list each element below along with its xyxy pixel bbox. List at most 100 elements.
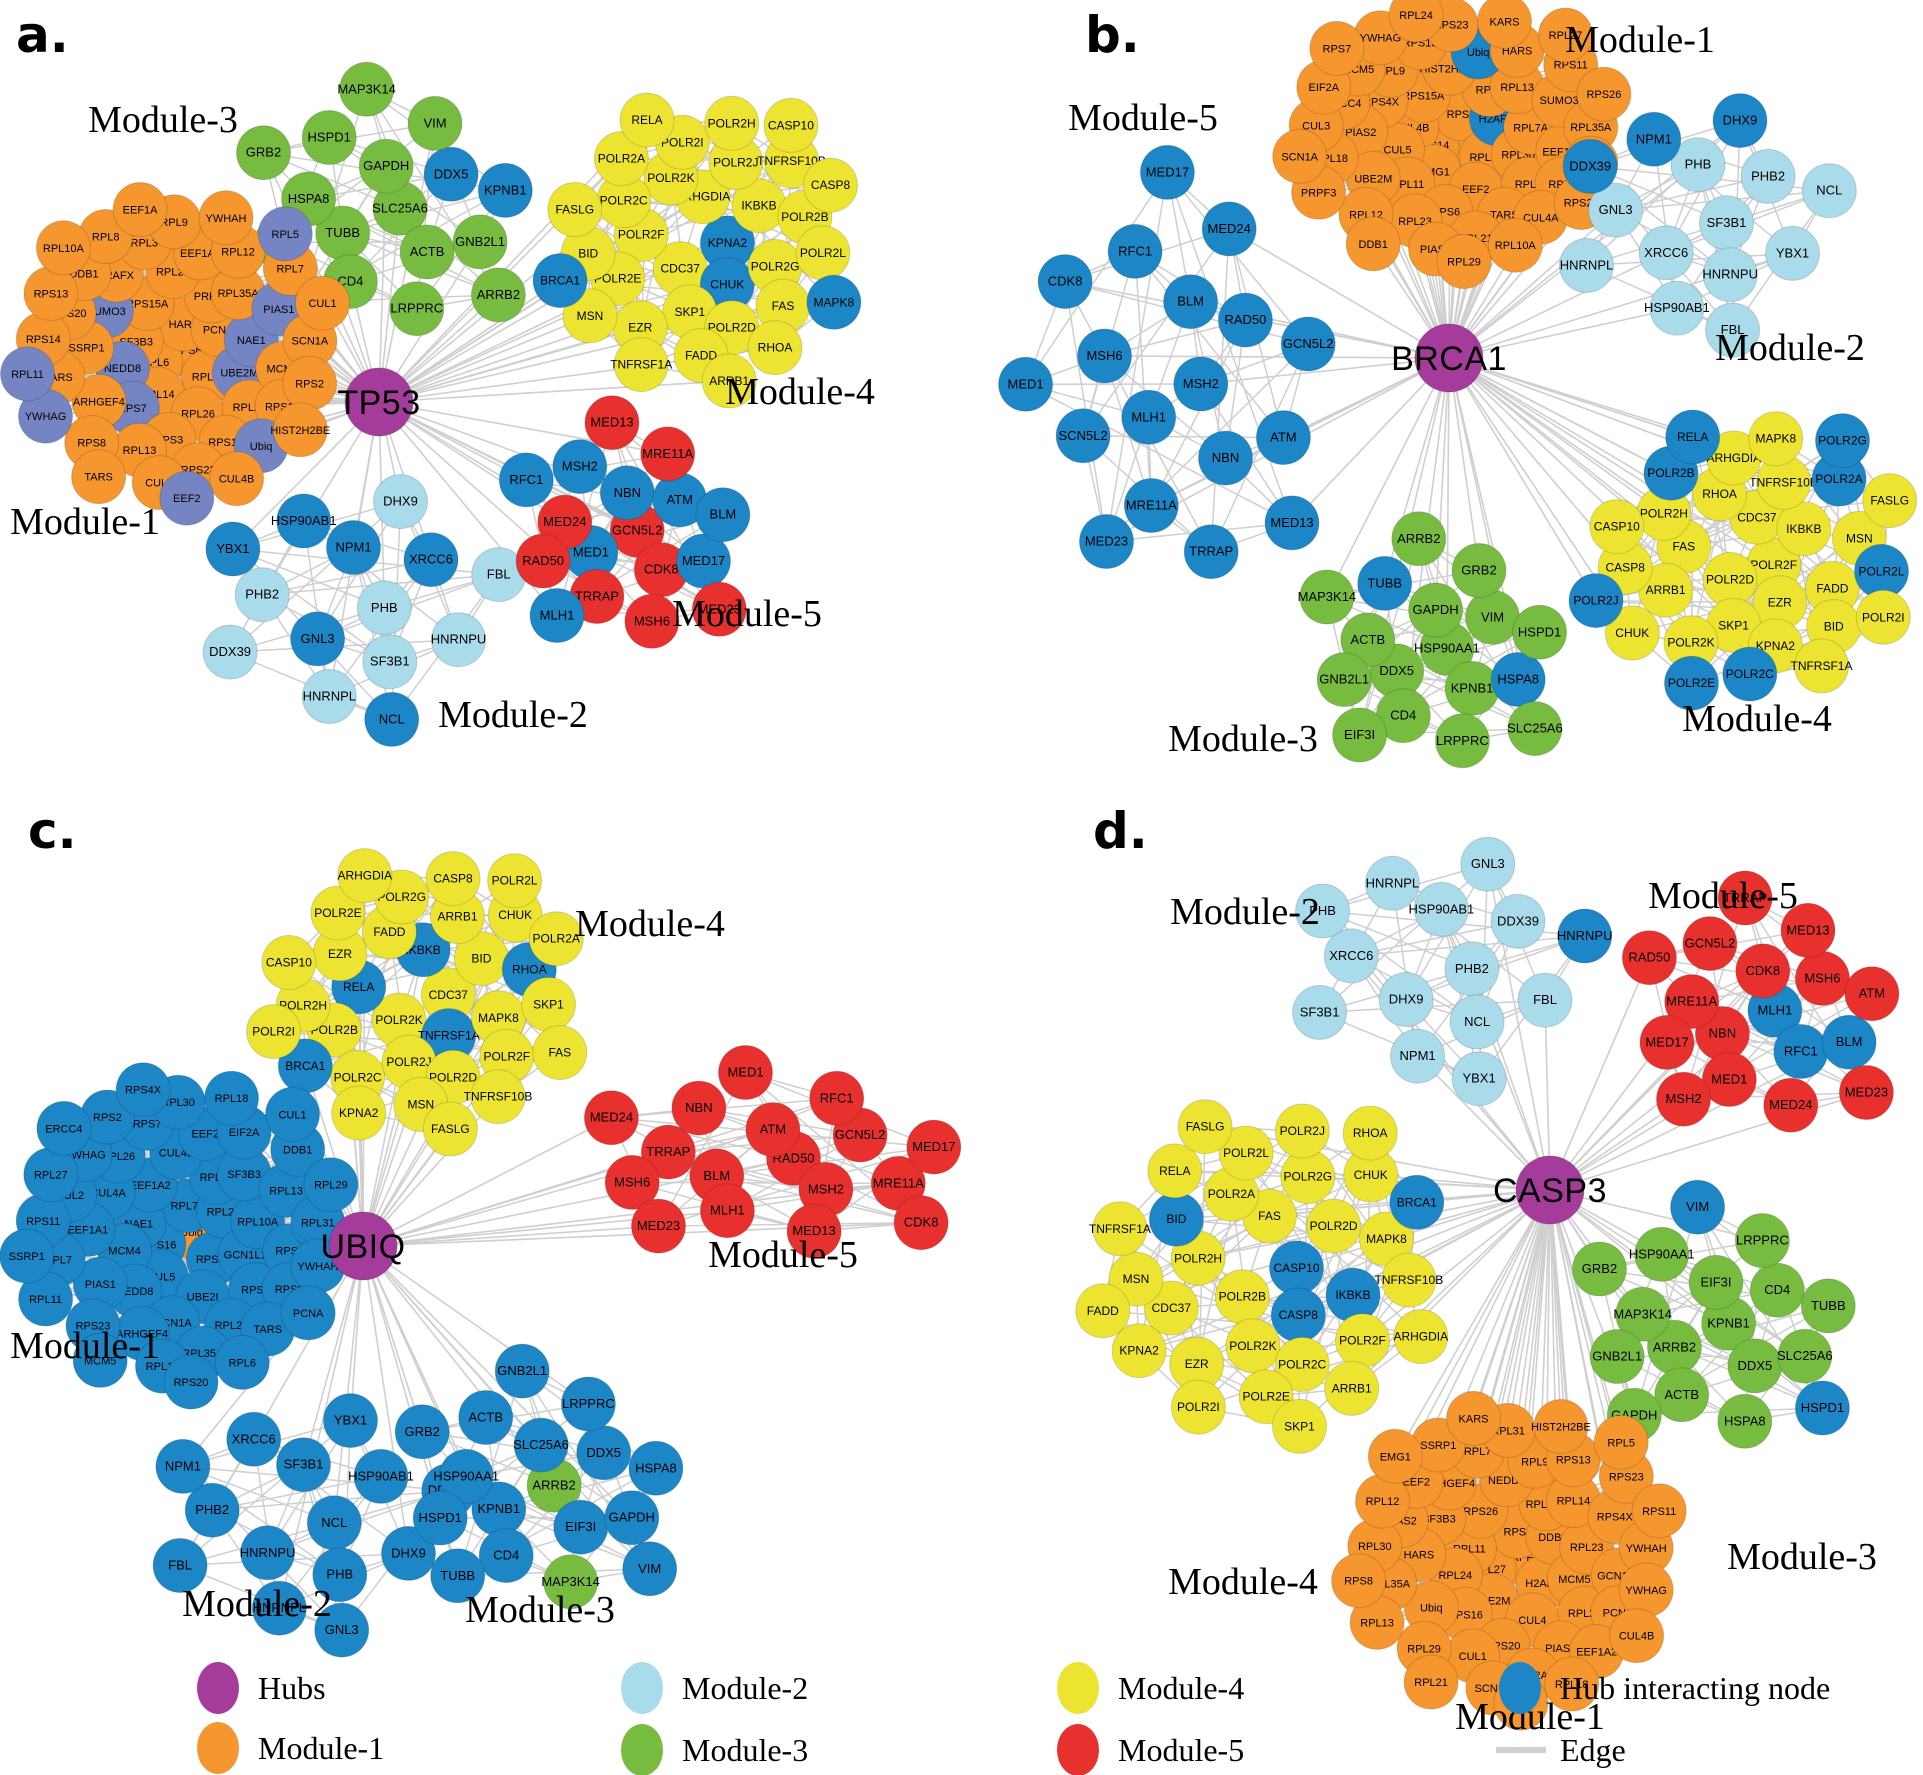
node-HNRNPL (1364, 855, 1420, 911)
legend-label: Module-4 (1118, 1670, 1244, 1706)
node-KPNB1 (1444, 660, 1500, 716)
node-RFC1 (498, 452, 554, 508)
node-POLR2C (1274, 1336, 1330, 1392)
edge (302, 1464, 343, 1631)
node-NPM1 (1626, 111, 1682, 167)
module-label: Module-4 (575, 903, 725, 945)
edge (1083, 435, 1284, 439)
node-RHOA (747, 320, 803, 376)
node-HNRNPL (1559, 238, 1614, 293)
node-MED1 (718, 1045, 773, 1100)
node-CUL1 (265, 1086, 320, 1142)
node-POLR2A (528, 911, 584, 967)
node-ATM (1255, 410, 1311, 466)
module-label: Module-3 (88, 99, 238, 141)
label-layer: Module-2 Module-5Module-4Module-3Module-1… (1093, 802, 1877, 1738)
legend-label: Module-3 (682, 1732, 808, 1768)
node-VIM (1670, 1179, 1726, 1235)
node-MSH6 (604, 1154, 660, 1210)
node-DDX39 (1490, 893, 1546, 949)
hub-edge (1448, 357, 1693, 438)
node-HSP90AB1 (1413, 881, 1469, 937)
legend-swatch-interacting (1499, 1662, 1541, 1714)
hub-edge (1507, 1189, 1551, 1431)
node-HSPD1 (412, 1490, 468, 1546)
node-RPL24 (1388, 0, 1444, 43)
node-DHX9 (1378, 972, 1434, 1027)
node-VIM (407, 95, 463, 151)
node-MAPK8 (806, 274, 862, 330)
node-HSPA8 (1490, 652, 1546, 707)
node-GNB2L1 (452, 214, 508, 270)
node-RPS2 (282, 355, 338, 411)
node-XRCC6 (403, 532, 459, 588)
module-label: Module-3 (1727, 1536, 1877, 1578)
node-NBN (671, 1080, 727, 1136)
hub-edge (1448, 307, 1678, 359)
node-POLR2K (1225, 1318, 1281, 1374)
edge (1319, 999, 1546, 1014)
legend-swatch-hub (197, 1662, 239, 1714)
module-label: Module-5 (672, 593, 822, 635)
node-CD4 (1749, 1262, 1805, 1318)
node-LRPPRC (389, 281, 445, 337)
node-DHX9 (373, 474, 428, 530)
node-FBL (152, 1538, 208, 1593)
node-BLM (695, 487, 751, 543)
edge (1134, 250, 1284, 439)
node-RPS20 (163, 1354, 219, 1410)
node-RPL27 (23, 1147, 79, 1203)
node-HSP90AB1 (276, 493, 332, 549)
label-layer: Module-4 Module-1 Module-5 Module-2 Module-3… (10, 802, 858, 1631)
edge (716, 1146, 934, 1177)
node-RPS7 (1309, 20, 1365, 76)
node-MED24 (583, 1090, 639, 1146)
node-MSH6 (1794, 950, 1850, 1006)
hub-edge (1228, 228, 1450, 359)
legend-label: Module-2 (682, 1670, 808, 1706)
node-HSP90AB1 (353, 1448, 409, 1504)
node-MLH1 (1121, 389, 1177, 445)
node-POLR2L (795, 225, 851, 281)
node-POLR2I (246, 1004, 302, 1060)
node-IKBKB (1776, 501, 1832, 557)
hub-edge (211, 1245, 364, 1511)
node-RELA (1147, 1143, 1203, 1199)
node-MED17 (1139, 144, 1195, 200)
node-FASLG (422, 1101, 478, 1157)
edge (1025, 383, 1293, 524)
node-TRRAP (1183, 524, 1239, 580)
node-BID (1148, 1191, 1204, 1247)
hub-edge (1448, 357, 1597, 602)
node-PHB (1670, 137, 1726, 193)
edge (352, 547, 393, 720)
node-XRCC6 (1638, 225, 1694, 281)
node-DDX39 (1562, 138, 1618, 194)
node-RPL29 (1436, 234, 1492, 289)
legend-swatch-module4 (1057, 1662, 1099, 1714)
node-XRCC6 (226, 1411, 282, 1467)
node-EEF2 (159, 470, 215, 526)
node-PHB2 (184, 1482, 240, 1538)
node-YBX1 (205, 521, 261, 577)
node-GNL3 (314, 1602, 370, 1658)
node-POLR2L (487, 853, 543, 909)
node-KPNA2 (1111, 1323, 1167, 1379)
hub-label: TP53 (337, 384, 420, 422)
node-HSPA8 (1717, 1393, 1773, 1449)
node-NBN (1198, 430, 1253, 486)
legend-label: Hub interacting node (1560, 1670, 1830, 1706)
node-KARS (1446, 1390, 1501, 1446)
hub-edge (1549, 1189, 1763, 1242)
node-BLM (1163, 274, 1219, 330)
node-TRRAP (1717, 870, 1773, 926)
panel-letter: d. (1093, 802, 1148, 860)
legend-label: Hubs (258, 1670, 326, 1706)
panel-letter: c. (28, 802, 77, 860)
hub-edge (232, 401, 380, 550)
node-RPL27 (1538, 7, 1593, 63)
node-MSN (562, 288, 618, 344)
node-POLR2B (1214, 1269, 1270, 1325)
edge (232, 548, 391, 663)
hub-edge (1296, 1189, 1551, 1269)
